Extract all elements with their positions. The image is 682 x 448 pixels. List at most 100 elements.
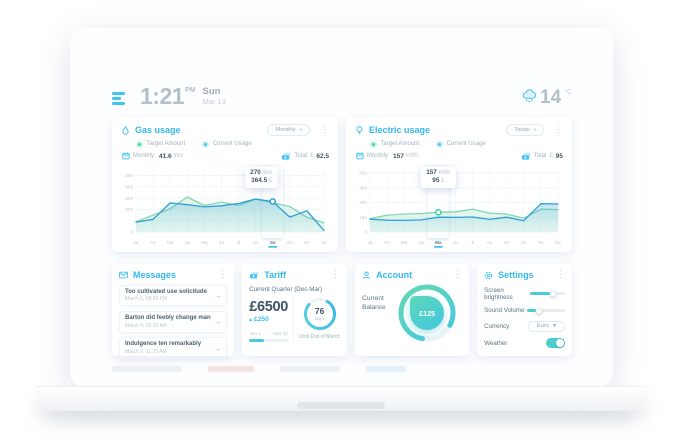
laptop-base: [17, 386, 665, 420]
gas-meta-unit: litre: [173, 153, 184, 159]
volume-slider[interactable]: [527, 307, 565, 314]
account-menu-icon[interactable]: ⋮: [453, 269, 463, 280]
message-text: Too cultivated use solicitude: [125, 288, 207, 295]
svg-text:De: De: [555, 240, 561, 245]
gas-legend: Target Amount Current Usage: [136, 141, 329, 148]
account-title: Account: [376, 270, 413, 280]
tariff-menu-icon[interactable]: ⋮: [331, 269, 341, 280]
svg-text:Ma: Ma: [201, 240, 208, 245]
message-date: March 4, 02.30 AM: [125, 322, 167, 329]
balance-value: £125: [410, 296, 445, 330]
electric-meta-period: Monthly: [367, 153, 389, 159]
settings-title: Settings: [498, 270, 534, 280]
svg-text:Ja: Ja: [368, 240, 373, 245]
svg-text:300: 300: [359, 200, 367, 205]
messages-card: Messages ⋮ Too cultivated use solicitude…: [112, 264, 235, 360]
brightness-slider[interactable]: [530, 290, 565, 297]
svg-text:Ap: Ap: [418, 240, 424, 245]
electric-chart[interactable]: 157 kWh 95 £ 0 150 300 450 600 Ja Fe Ma Ap Ma Ju Jl A…: [355, 164, 563, 248]
current-dot-icon: [436, 141, 443, 148]
gas-total-amount: 62.5: [316, 152, 329, 160]
volume-label: Sound Volume: [484, 307, 525, 314]
svg-text:Se: Se: [270, 240, 276, 245]
money-stack-icon: [250, 271, 259, 278]
legend-current: Current Usage: [436, 141, 486, 148]
arrow-right-icon[interactable]: →: [213, 343, 222, 353]
weather-toggle[interactable]: [546, 338, 565, 348]
legend-target: Target Amount: [370, 141, 419, 148]
svg-text:Se: Se: [504, 240, 510, 245]
gas-chart[interactable]: 270 litre 364.5 £ 0 200 300 400 500 Ja Fe Ma Ap Ma…: [121, 164, 329, 248]
svg-text:600: 600: [359, 170, 367, 175]
svg-text:Ju: Ju: [453, 240, 458, 245]
meridiem: PM: [185, 87, 196, 94]
gas-period-select[interactable]: Monthly ▾: [267, 124, 310, 136]
arrow-right-icon[interactable]: →: [213, 317, 222, 327]
message-item[interactable]: Indulgence ten remarkably March 2, 11.20…: [119, 337, 228, 360]
svg-text:De: De: [321, 240, 327, 245]
hamburger-menu-icon[interactable]: [112, 92, 125, 105]
svg-text:0: 0: [130, 229, 133, 234]
gas-usage-card: Gas usage Monthly ▾ ⋮ Target Amount Curr…: [112, 117, 338, 252]
calendar-icon: [122, 152, 130, 160]
messages-title: Messages: [133, 270, 177, 280]
svg-text:Jl: Jl: [471, 240, 474, 245]
svg-text:No: No: [538, 240, 544, 245]
temperature-unit: °C: [564, 89, 572, 96]
gas-total: Total £ 62.5: [281, 152, 329, 161]
legend-current-label: Current Usage: [446, 141, 486, 148]
tariff-footnote: Until End of March: [299, 334, 341, 340]
clock: 1:21 PM Sun Mar 13: [140, 85, 226, 108]
calendar-icon: [356, 152, 364, 160]
volume-slider-fill: [527, 309, 540, 312]
quarter-progress-fill: [249, 339, 264, 342]
message-body: Too cultivated use solicitude March 5, 0…: [125, 289, 207, 303]
tariff-amount: £6500: [249, 299, 289, 315]
dashboard: 1:21 PM Sun Mar 13 14 °C: [112, 28, 572, 388]
days-ring-progress: [303, 298, 336, 330]
gas-card-title: Gas usage: [135, 125, 181, 135]
svg-text:150: 150: [359, 214, 367, 219]
electric-card-menu-icon[interactable]: ⋮: [554, 124, 563, 135]
svg-text:450: 450: [359, 185, 367, 190]
electric-meta-unit: kWh: [405, 153, 418, 159]
currency-select[interactable]: Euro ▾: [527, 320, 565, 332]
svg-text:Oc: Oc: [521, 240, 528, 245]
message-item[interactable]: Too cultivated use solicitude March 5, 0…: [119, 284, 228, 307]
svg-text:Jl: Jl: [237, 240, 240, 245]
svg-text:400: 400: [125, 184, 133, 189]
brightness-slider-knob[interactable]: [549, 290, 557, 297]
gear-icon: [484, 271, 493, 279]
volume-slider-knob[interactable]: [535, 307, 543, 314]
gas-meta-amount: 41.6: [159, 152, 172, 160]
tariff-subtitle: Current Quarter (Dec-Mar): [249, 286, 323, 293]
quarter-progress-bar: [249, 339, 289, 342]
legend-target-label: Target Amount: [146, 141, 186, 148]
message-body: Barton did feebly change man March 4, 02…: [125, 315, 211, 329]
legend-current-label: Current Usage: [212, 141, 252, 148]
svg-text:300: 300: [125, 195, 133, 200]
electric-period-select[interactable]: Today ▾: [506, 124, 544, 136]
tariff-delta: ▴ £250: [249, 316, 288, 323]
svg-text:Oc: Oc: [287, 240, 294, 245]
target-dot-icon: [370, 141, 377, 148]
message-date: March 2, 11.20 AM: [125, 349, 167, 356]
tariff-title: Tariff: [264, 270, 287, 280]
rain-cloud-icon: [522, 89, 537, 103]
svg-text:No: No: [304, 240, 310, 245]
electric-legend: Target Amount Current Usage: [370, 141, 563, 148]
gas-card-menu-icon[interactable]: ⋮: [320, 124, 329, 135]
svg-text:Au: Au: [487, 240, 493, 245]
legend-target-label: Target Amount: [380, 141, 420, 148]
chevron-down-icon: ▾: [299, 127, 302, 132]
quarter-range: Jan 1 Mar 31: [249, 332, 288, 337]
messages-menu-icon[interactable]: ⋮: [218, 269, 228, 280]
arrow-right-icon[interactable]: →: [213, 290, 222, 300]
settings-menu-icon[interactable]: ⋮: [556, 269, 565, 280]
message-item[interactable]: Barton did feebly change man March 4, 02…: [119, 310, 228, 333]
electric-meta: Monthly 157 kWh Total £ 95: [356, 152, 563, 161]
message-text: Barton did feebly change man: [125, 314, 211, 321]
tariff-delta-value: £250: [253, 316, 269, 323]
svg-text:200: 200: [125, 207, 133, 212]
message-text: Indulgence ten remarkably: [125, 341, 202, 348]
